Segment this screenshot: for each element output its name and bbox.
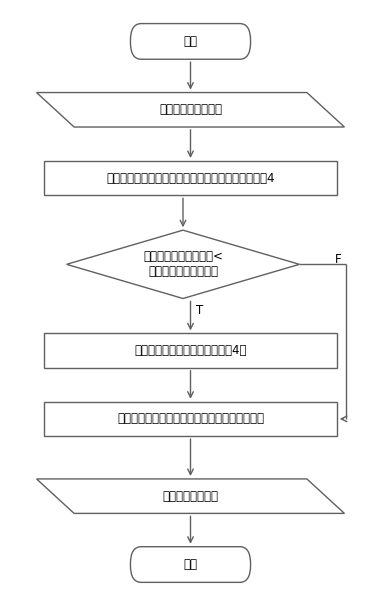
Text: 寻找最优相位分布，此时能够独立控制的单元个数为4: 寻找最优相位分布，此时能够独立控制的单元个数为4 — [106, 172, 275, 185]
Text: F: F — [335, 253, 342, 266]
Text: 能独立控制的单元个数<
空间光调制器像素个数: 能独立控制的单元个数< 空间光调制器像素个数 — [143, 250, 223, 278]
Bar — [44, 401, 337, 436]
Text: 输出优化位相分布: 输出优化位相分布 — [163, 490, 218, 503]
Text: 寻找最优相位分布，计算能独立控制的单元个数: 寻找最优相位分布，计算能独立控制的单元个数 — [117, 412, 264, 425]
Text: 将每一个空间光调制器单元分成4份: 将每一个空间光调制器单元分成4份 — [134, 344, 247, 357]
Polygon shape — [37, 92, 344, 127]
FancyBboxPatch shape — [130, 547, 251, 583]
Text: 输入聚焦位置的坐标: 输入聚焦位置的坐标 — [159, 103, 222, 116]
Polygon shape — [37, 479, 344, 514]
Text: 开始: 开始 — [184, 35, 197, 48]
Bar — [44, 333, 337, 368]
Bar — [44, 161, 337, 196]
FancyBboxPatch shape — [130, 23, 251, 59]
Text: 结束: 结束 — [184, 558, 197, 571]
Polygon shape — [67, 230, 299, 299]
Text: T: T — [196, 304, 203, 317]
